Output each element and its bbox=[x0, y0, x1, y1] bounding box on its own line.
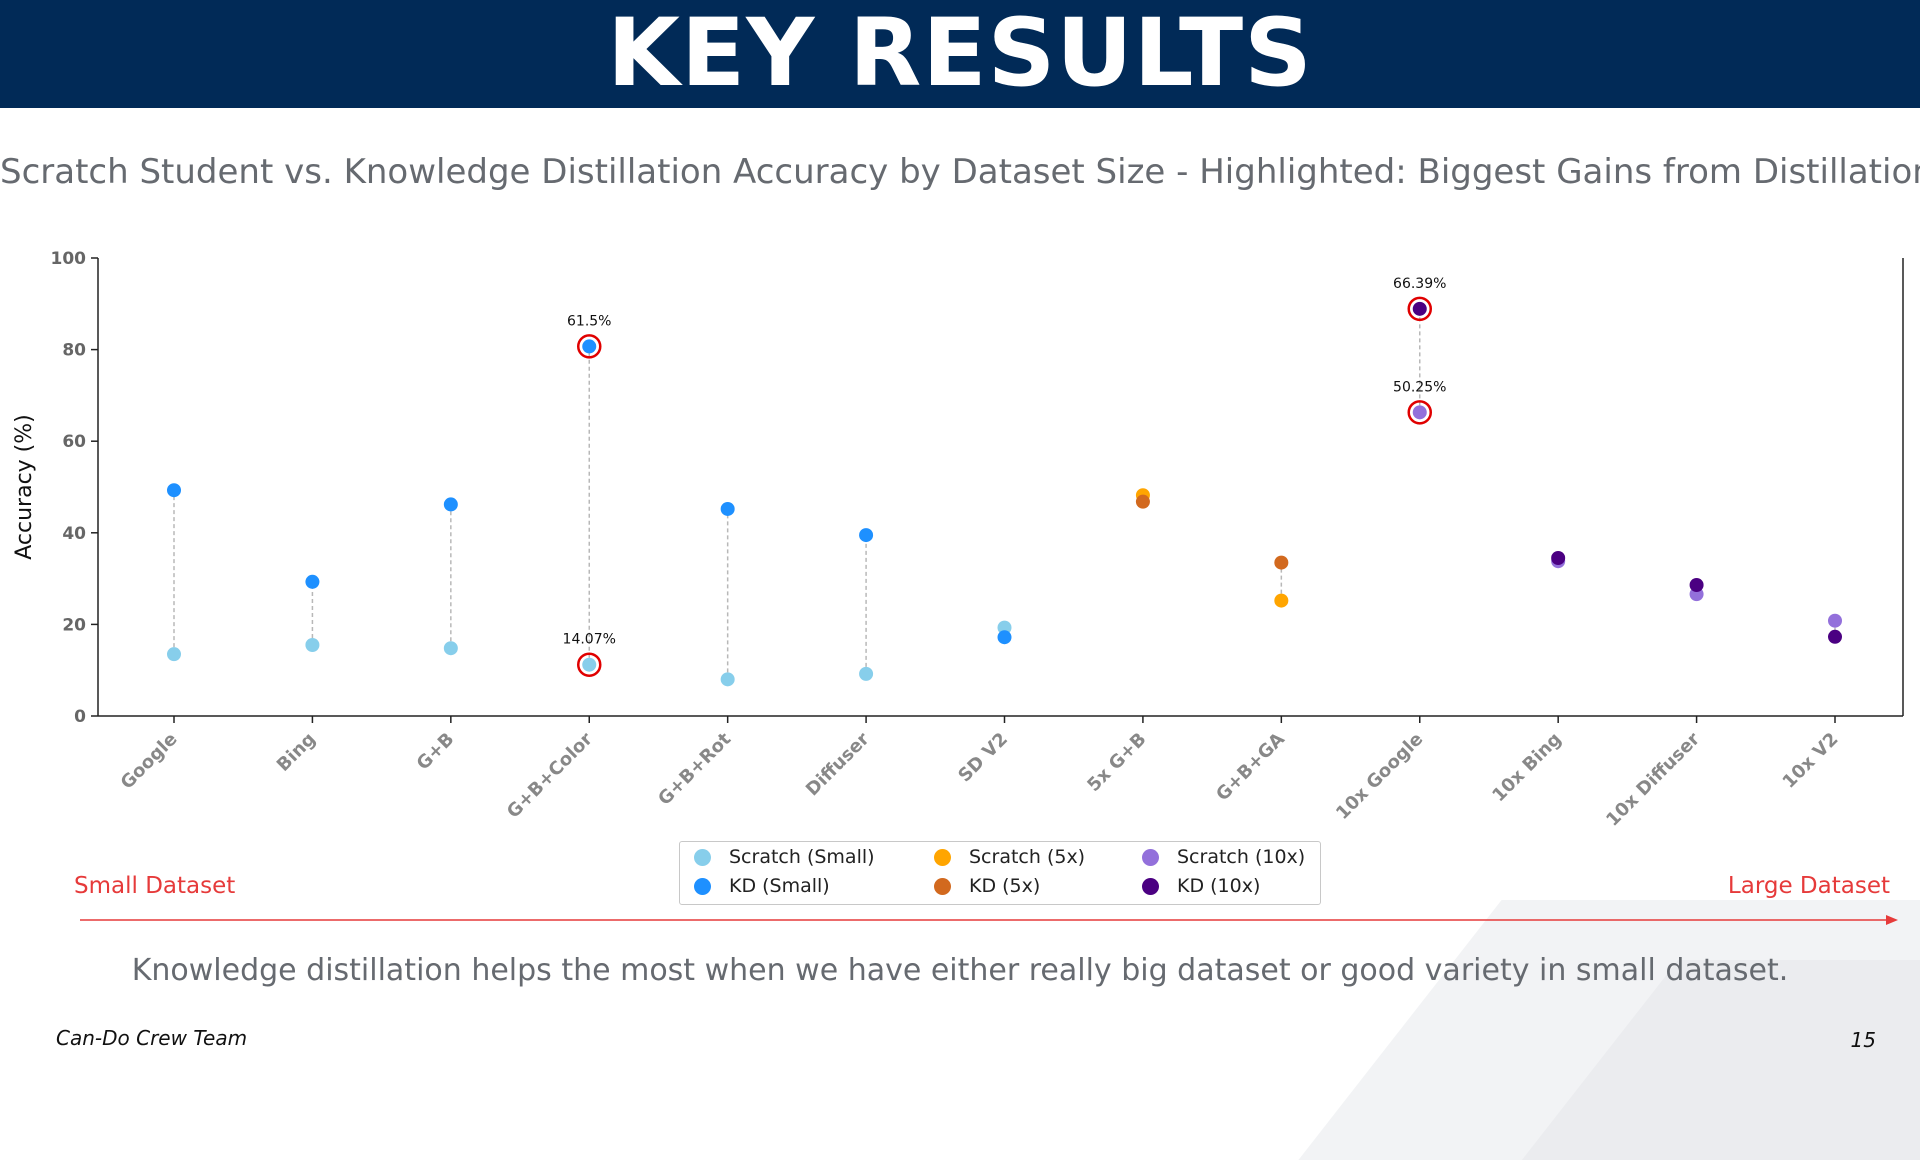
legend-swatch bbox=[694, 877, 711, 895]
data-point bbox=[1412, 301, 1427, 316]
data-point bbox=[859, 666, 874, 681]
data-point bbox=[443, 497, 458, 512]
data-point bbox=[167, 647, 181, 662]
x-tick-label: 10x V2 bbox=[1779, 729, 1843, 793]
legend-swatch bbox=[1142, 848, 1159, 866]
chart-legend: Scratch (Small) KD (Small) Scratch (5x) KD … bbox=[679, 841, 1321, 905]
legend-label: KD (Small) bbox=[729, 875, 830, 897]
highlight-ring bbox=[1407, 296, 1432, 322]
data-point bbox=[1828, 613, 1842, 628]
data-point bbox=[582, 657, 597, 672]
highlight-ring bbox=[1407, 400, 1432, 425]
x-tick-label: 10x Diffuser bbox=[1602, 729, 1704, 831]
data-label: 50.25% bbox=[1393, 379, 1446, 395]
data-point bbox=[997, 620, 1012, 635]
arrow-head bbox=[1886, 915, 1898, 925]
x-tick-label: G+B+Color bbox=[503, 729, 597, 823]
y-tick-label: 20 bbox=[62, 615, 86, 635]
data-point bbox=[1551, 550, 1566, 565]
y-axis-label: Accuracy (%) bbox=[12, 414, 37, 560]
x-tick-label: 10x Bing bbox=[1488, 729, 1565, 806]
x-tick-label: Google bbox=[117, 729, 182, 794]
small-dataset-label: Small Dataset bbox=[74, 873, 236, 899]
conclusion-caption: Knowledge distillation helps the most wh… bbox=[131, 953, 1789, 988]
x-tick-label: Diffuser bbox=[802, 729, 874, 801]
data-point bbox=[720, 672, 735, 687]
data-point bbox=[1274, 555, 1289, 570]
x-tick-label: SD V2 bbox=[954, 729, 1012, 787]
x-tick-label: 10x Google bbox=[1332, 729, 1427, 824]
data-point bbox=[1828, 629, 1842, 644]
legend-label: Scratch (5x) bbox=[969, 846, 1086, 868]
page-title: KEY RESULTS bbox=[607, 0, 1313, 108]
data-label: 61.5% bbox=[567, 313, 611, 329]
legend-item: KD (10x) bbox=[1142, 875, 1260, 897]
legend-label: Scratch (Small) bbox=[729, 846, 875, 868]
x-tick-label: G+B bbox=[413, 729, 459, 775]
data-label: 66.39% bbox=[1393, 276, 1446, 292]
data-point bbox=[720, 501, 735, 516]
data-point bbox=[582, 339, 597, 354]
data-point bbox=[305, 638, 320, 653]
legend-item: KD (Small) bbox=[694, 875, 830, 897]
y-tick-label: 80 bbox=[62, 341, 86, 361]
x-tick-label: 5x G+B bbox=[1083, 729, 1150, 796]
legend-item: Scratch (10x) bbox=[1142, 846, 1305, 868]
legend-item: KD (5x) bbox=[934, 875, 1040, 897]
data-point bbox=[1135, 494, 1150, 509]
data-point bbox=[859, 528, 874, 543]
legend-swatch bbox=[1142, 877, 1159, 895]
x-tick-label: Bing bbox=[273, 729, 320, 776]
legend-label: Scratch (10x) bbox=[1177, 846, 1306, 868]
legend-swatch bbox=[934, 848, 951, 866]
data-point bbox=[167, 483, 181, 498]
y-tick-label: 60 bbox=[62, 432, 86, 452]
team-name: Can-Do Crew Team bbox=[56, 1026, 248, 1050]
y-tick-label: 40 bbox=[62, 524, 86, 544]
chart-title: Scratch Student vs. Knowledge Distillati… bbox=[0, 152, 1920, 192]
data-label: 14.07% bbox=[563, 632, 616, 648]
data-point bbox=[997, 630, 1012, 645]
legend-label: KD (10x) bbox=[1177, 875, 1261, 897]
scatter-chart: 0 20 40 60 80 100 Accuracy (%) Google Bing G+B G+B… bbox=[12, 249, 1904, 925]
highlight-ring bbox=[577, 334, 602, 359]
page-number: 15 bbox=[1850, 1028, 1876, 1052]
header-banner: KEY RESULTS bbox=[0, 0, 1920, 108]
data-point bbox=[443, 641, 458, 656]
data-point bbox=[1412, 405, 1427, 420]
large-dataset-label: Large Dataset bbox=[1727, 873, 1890, 899]
legend-label: KD (5x) bbox=[969, 875, 1041, 897]
highlight-ring bbox=[577, 652, 602, 677]
x-tick-label: G+B+Rot bbox=[654, 728, 735, 809]
x-tick-label: G+B+GA bbox=[1212, 729, 1289, 806]
y-tick-label: 0 bbox=[74, 707, 86, 727]
data-point bbox=[305, 574, 320, 589]
legend-item: Scratch (5x) bbox=[934, 846, 1085, 868]
data-point bbox=[1274, 593, 1289, 608]
legend-item: Scratch (Small) bbox=[694, 846, 875, 868]
y-tick-label: 100 bbox=[51, 249, 87, 269]
legend-swatch bbox=[694, 848, 711, 866]
legend-swatch bbox=[934, 877, 951, 895]
data-point bbox=[1689, 578, 1704, 593]
